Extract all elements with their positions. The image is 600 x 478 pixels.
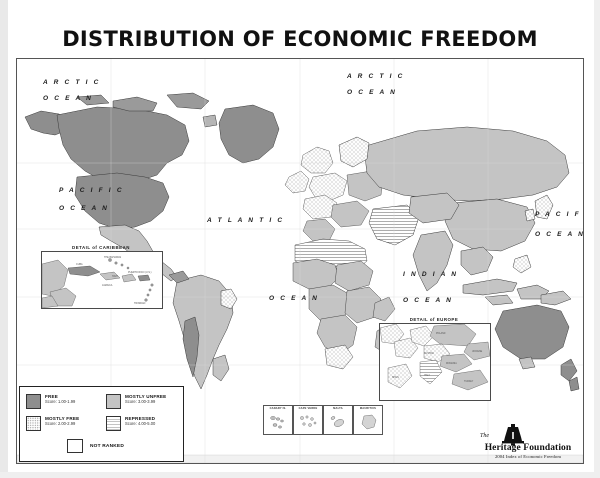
page-edge-bottom — [0, 472, 600, 478]
svg-text:CUBA: CUBA — [76, 263, 83, 266]
legend-score-free: Score: 1.00-1.99 — [45, 399, 76, 405]
world-map-canvas: A R C T I C O C E A N A R C T I C O C E … — [17, 59, 583, 463]
page-edge-left — [0, 0, 8, 478]
europe-inset-title: DETAIL of EUROPE — [409, 317, 459, 322]
world-map-graphic — [17, 59, 583, 463]
legend-label-repressed: REPRESSED — [125, 416, 156, 421]
world-map-frame: A R C T I C O C E A N A R C T I C O C E … — [16, 58, 584, 464]
legend-item-repressed: REPRESSED Score: 4.00-5.00 — [106, 416, 166, 431]
caribbean-detail-inset: THE BAHAMAS CUBA HAITI PUERTO RICO (U.S.… — [41, 251, 163, 309]
ocean-label-pacific-west-2: O C E A N — [59, 205, 110, 212]
logo-name: Heritage Foundation — [484, 443, 572, 453]
svg-text:TRINIDAD: TRINIDAD — [134, 302, 146, 305]
legend-label-mostly-unfree: MOSTLY UNFREE — [125, 394, 167, 399]
svg-text:HAITI: HAITI — [112, 275, 118, 278]
europe-inset-graphic: POLAND UKRAINE AUSTRIA ROMANIA ITALY SPA… — [380, 324, 490, 400]
svg-text:THE BAHAMAS: THE BAHAMAS — [104, 256, 122, 259]
ocean-label-arctic-west-2: O C E A N — [43, 95, 94, 102]
island-inset-mauritius-graphic — [361, 414, 377, 430]
island-inset-canary-label: CANARY IS. — [269, 407, 287, 410]
logo-the-text: The — [480, 433, 489, 439]
svg-text:AUSTRIA: AUSTRIA — [424, 352, 434, 355]
ocean-label-indian-2: O C E A N — [403, 297, 454, 304]
svg-text:ROMANIA: ROMANIA — [446, 362, 457, 365]
legend-swatch-not-ranked — [67, 439, 83, 453]
liberty-bell-icon — [500, 424, 526, 451]
ocean-label-arctic-west-1: A R C T I C — [43, 79, 101, 86]
legend-label-free: FREE — [45, 394, 59, 399]
legend-item-free: FREE Score: 1.00-1.99 — [26, 394, 79, 409]
legend-label-mostly-free: MOSTLY FREE — [45, 416, 80, 421]
svg-text:POLAND: POLAND — [436, 332, 446, 335]
island-inset-cape-verde: CAPE VERDE — [293, 405, 323, 435]
europe-detail-inset: POLAND UKRAINE AUSTRIA ROMANIA ITALY SPA… — [379, 323, 491, 401]
svg-text:ITALY: ITALY — [424, 374, 431, 377]
island-inset-cape-verde-graphic — [300, 415, 317, 427]
ocean-label-pacific-east-2: O C E A N — [535, 231, 584, 238]
ocean-label-atlantic-1: A T L A N T I C — [207, 217, 285, 224]
svg-text:TURKEY: TURKEY — [464, 381, 474, 383]
heritage-foundation-logo: The Heritage Foundation 2004 Index of Ec… — [472, 424, 584, 464]
ocean-label-pacific-east-1: P A C I F I C — [535, 211, 583, 218]
svg-text:UKRAINE: UKRAINE — [472, 350, 483, 353]
legend-swatch-repressed — [106, 416, 121, 431]
island-inset-malta-label: MALTA — [333, 407, 343, 410]
legend-column-left: FREE Score: 1.00-1.99 MOSTLY FREE Score:… — [26, 394, 79, 438]
svg-text:JAMAICA: JAMAICA — [102, 284, 113, 287]
caribbean-inset-title: DETAIL of CARIBBEAN — [72, 245, 130, 250]
liberty-bell-glyph — [502, 424, 524, 446]
legend-column-right: MOSTLY UNFREE Score: 3.00-3.99 REPRESSED… — [106, 394, 166, 438]
ocean-label-arctic-east-2: O C E A N — [347, 89, 398, 96]
map-legend: FREE Score: 1.00-1.99 MOSTLY FREE Score:… — [19, 386, 184, 462]
ocean-label-indian-1: I N D I A N — [403, 271, 459, 278]
legend-swatch-mostly-free — [26, 416, 41, 431]
ocean-label-atlantic-2: O C E A N — [269, 295, 320, 302]
island-inset-mauritius-label: MAURITIUS — [359, 407, 377, 410]
island-inset-malta-graphic — [330, 416, 344, 427]
logo-subtitle: 2004 Index of Economic Freedom — [494, 454, 562, 459]
legend-swatch-mostly-unfree — [106, 394, 121, 409]
legend-label-not-ranked: NOT RANKED — [90, 443, 124, 449]
legend-item-not-ranked: NOT RANKED — [67, 439, 124, 453]
legend-score-mostly-unfree: Score: 3.00-3.99 — [125, 399, 156, 405]
page-edge-right — [594, 0, 600, 478]
caribbean-inset-graphic: THE BAHAMAS CUBA HAITI PUERTO RICO (U.S.… — [42, 252, 162, 308]
svg-text:PUERTO RICO (U.S.): PUERTO RICO (U.S.) — [128, 271, 152, 274]
ocean-label-pacific-west-1: P A C I F I C — [59, 187, 124, 194]
island-inset-malta: MALTA — [323, 405, 353, 435]
svg-text:SPAIN: SPAIN — [392, 376, 399, 379]
island-inset-cape-verde-label: CAPE VERDE — [298, 407, 318, 410]
legend-item-mostly-unfree: MOSTLY UNFREE Score: 3.00-3.99 — [106, 394, 166, 409]
island-inset-canary-graphic — [270, 416, 284, 429]
legend-score-mostly-free: Score: 2.00-2.99 — [45, 421, 76, 427]
ocean-label-arctic-east-1: A R C T I C — [347, 73, 405, 80]
island-inset-mauritius: MAURITIUS — [353, 405, 383, 435]
legend-item-mostly-free: MOSTLY FREE Score: 2.00-2.99 — [26, 416, 79, 431]
page-title: DISTRIBUTION OF ECONOMIC FREEDOM — [62, 27, 538, 51]
island-inset-canary: CANARY IS. — [263, 405, 293, 435]
legend-score-repressed: Score: 4.00-5.00 — [125, 421, 156, 427]
legend-swatch-free — [26, 394, 41, 409]
